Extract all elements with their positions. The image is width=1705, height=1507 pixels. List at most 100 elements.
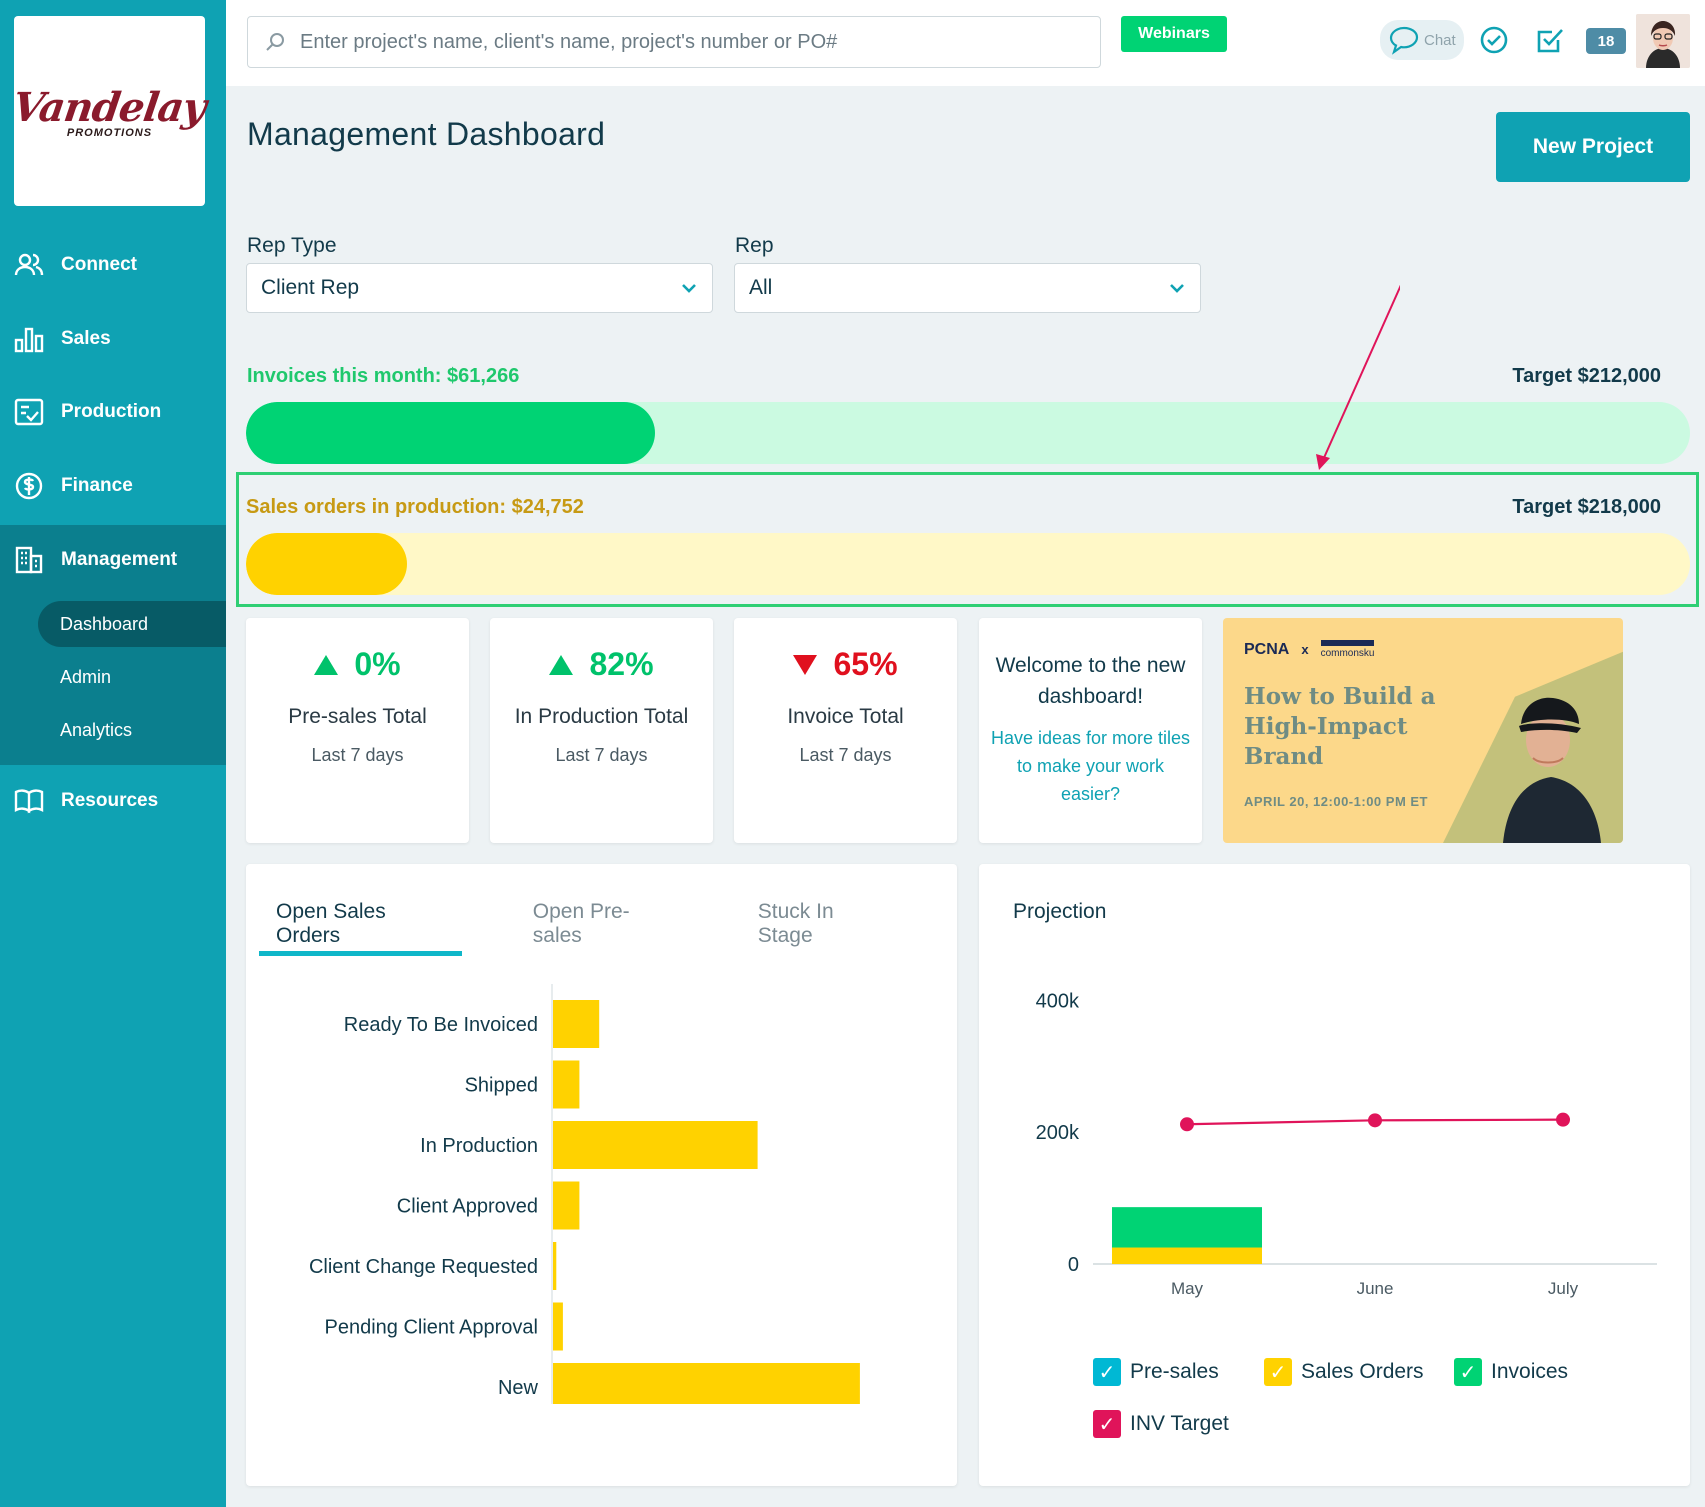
search-icon [266, 33, 284, 51]
y-tick-label: 400k [1036, 990, 1080, 1012]
x-tick-label: June [1357, 1279, 1394, 1298]
clock-check-icon[interactable] [1478, 24, 1510, 56]
bar-chart-icon [14, 324, 44, 354]
welcome-title: Welcome to the new dashboard! [995, 654, 1186, 708]
legend-label: INV Target [1130, 1412, 1229, 1435]
search-input[interactable] [300, 30, 1080, 54]
webinar-promo-banner[interactable]: PCNA x commonsku How to Build a High-Imp… [1223, 618, 1623, 843]
projection-bar-segment[interactable] [1112, 1247, 1262, 1264]
promo-logos: PCNA x commonsku [1244, 640, 1375, 659]
invoices-progress-bar [246, 402, 1690, 464]
company-logo[interactable]: Vandelay PROMOTIONS [10, 16, 209, 206]
stat-period: Last 7 days [555, 745, 648, 765]
notification-badge[interactable]: 18 [1586, 28, 1626, 54]
legend-item-sales-orders[interactable]: ✓ Sales Orders [1264, 1358, 1424, 1386]
inv-target-point[interactable] [1556, 1112, 1570, 1127]
bar-category-label: Ready To Be Invoiced [344, 1014, 538, 1036]
legend-item-inv-target[interactable]: ✓ INV Target [1093, 1410, 1229, 1438]
legend-label: Sales Orders [1301, 1360, 1424, 1383]
bar-category-label: Shipped [465, 1075, 538, 1097]
sidebar-item-management[interactable]: Management [0, 533, 226, 587]
legend-item-presales[interactable]: ✓ Pre-sales [1093, 1358, 1219, 1386]
orders-tabs: Open Sales Orders Open Pre-sales Stuck I… [259, 900, 957, 956]
open-orders-panel: Open Sales Orders Open Pre-sales Stuck I… [246, 864, 957, 1486]
stat-card-presales[interactable]: 0% Pre-sales Total Last 7 days [246, 618, 469, 843]
rep-label: Rep [735, 234, 774, 257]
chart-bar[interactable] [553, 1000, 600, 1048]
user-avatar[interactable] [1636, 14, 1690, 68]
stat-name: Pre-sales Total [288, 705, 427, 728]
checkbox-checked-icon: ✓ [1264, 1358, 1292, 1386]
chart-bar[interactable] [553, 1302, 563, 1351]
rep-type-select[interactable]: Client Rep [246, 263, 713, 313]
sidebar-item-resources[interactable]: Resources [0, 774, 226, 828]
chart-bar[interactable] [553, 1363, 860, 1404]
y-tick-label: 0 [1068, 1254, 1079, 1276]
task-checklist-icon[interactable] [1534, 24, 1566, 56]
legend-label: Pre-sales [1130, 1360, 1219, 1383]
chat-bubble-icon [1389, 26, 1419, 55]
tab-open-presales[interactable]: Open Pre-sales [532, 900, 630, 947]
projection-panel: Projection 0 200k 400k May June July ✓ Pre-sa… [979, 864, 1690, 1486]
feedback-link[interactable]: Have ideas for more tiles to make your w… [990, 728, 1191, 804]
bar-category-label: Client Approved [397, 1196, 538, 1218]
bar-category-label: In Production [420, 1135, 538, 1157]
trend-up-icon [549, 654, 574, 675]
stat-period: Last 7 days [311, 745, 404, 765]
stat-name: In Production Total [514, 705, 689, 728]
chart-bar[interactable] [553, 1121, 758, 1169]
dollar-circle-icon [14, 471, 44, 501]
chevron-down-icon [682, 284, 696, 293]
chart-bar[interactable] [553, 1181, 580, 1230]
projection-title: Projection [1013, 900, 1107, 923]
checkbox-checked-icon: ✓ [1093, 1358, 1121, 1386]
sidebar-item-finance[interactable]: Finance [0, 459, 226, 513]
sidebar-item-production[interactable]: Production [0, 385, 226, 439]
x-tick-label: May [1171, 1279, 1204, 1298]
pcna-logo: PCNA [1244, 640, 1290, 658]
bar-category-label: New [498, 1377, 539, 1399]
chart-bar[interactable] [553, 1242, 557, 1290]
logo-wordmark: Vandelay [10, 83, 209, 131]
projection-chart: 0 200k 400k May June July [1036, 990, 1657, 1298]
sales-orders-progress-label: Sales orders in production: $24,752 [246, 496, 584, 518]
sidebar-item-connect[interactable]: Connect [0, 238, 226, 292]
x-tick-label: July [1548, 1279, 1579, 1298]
projection-bar-segment[interactable] [1112, 1207, 1262, 1248]
sidebar-subitem-admin[interactable]: Admin [60, 666, 112, 687]
stat-card-in-production[interactable]: 82% In Production Total Last 7 days [490, 618, 713, 843]
invoices-progress-label: Invoices this month: $61,266 [247, 365, 520, 387]
checkbox-checked-icon: ✓ [1454, 1358, 1482, 1386]
tab-open-sales-orders[interactable]: Open Sales Orders [259, 900, 462, 956]
search-box [247, 16, 1101, 68]
sidebar-subitem-analytics[interactable]: Analytics [60, 719, 133, 740]
top-header: Webinars Chat 18 [226, 0, 1705, 86]
annotation-arrow [1316, 284, 1400, 470]
stat-period: Last 7 days [799, 745, 892, 765]
invoices-target: Target $212,000 [1512, 365, 1661, 387]
sidebar-item-label: Connect [61, 254, 137, 275]
webinars-button[interactable]: Webinars [1121, 16, 1227, 52]
invoices-progress-fill [246, 402, 655, 464]
rep-select[interactable]: All [734, 263, 1201, 313]
stat-name: Invoice Total [787, 705, 904, 728]
inv-target-point[interactable] [1368, 1113, 1382, 1128]
tab-stuck-in-stage[interactable]: Stuck In Stage [757, 900, 834, 947]
stat-card-invoice[interactable]: 65% Invoice Total Last 7 days [734, 618, 957, 843]
new-project-button[interactable]: New Project [1496, 112, 1690, 182]
inv-target-point[interactable] [1180, 1117, 1194, 1132]
sidebar-item-sales[interactable]: Sales [0, 312, 226, 366]
rep-type-label: Rep Type [247, 234, 337, 257]
sidebar-item-label: Management [61, 549, 178, 570]
chart-bar[interactable] [553, 1060, 580, 1109]
checklist-icon [14, 397, 44, 427]
promo-title: How to Build a High-Impact Brand [1244, 683, 1436, 770]
promo-date: APRIL 20, 12:00-1:00 PM ET [1244, 794, 1428, 809]
stat-percent: 65% [833, 646, 898, 682]
chevron-down-icon [1170, 284, 1184, 293]
logo-separator: x [1301, 642, 1309, 657]
chat-button[interactable]: Chat [1380, 20, 1464, 60]
bar-category-label: Pending Client Approval [325, 1317, 538, 1339]
sidebar-subitem-dashboard[interactable]: Dashboard [38, 601, 226, 647]
legend-item-invoices[interactable]: ✓ Invoices [1454, 1358, 1568, 1386]
